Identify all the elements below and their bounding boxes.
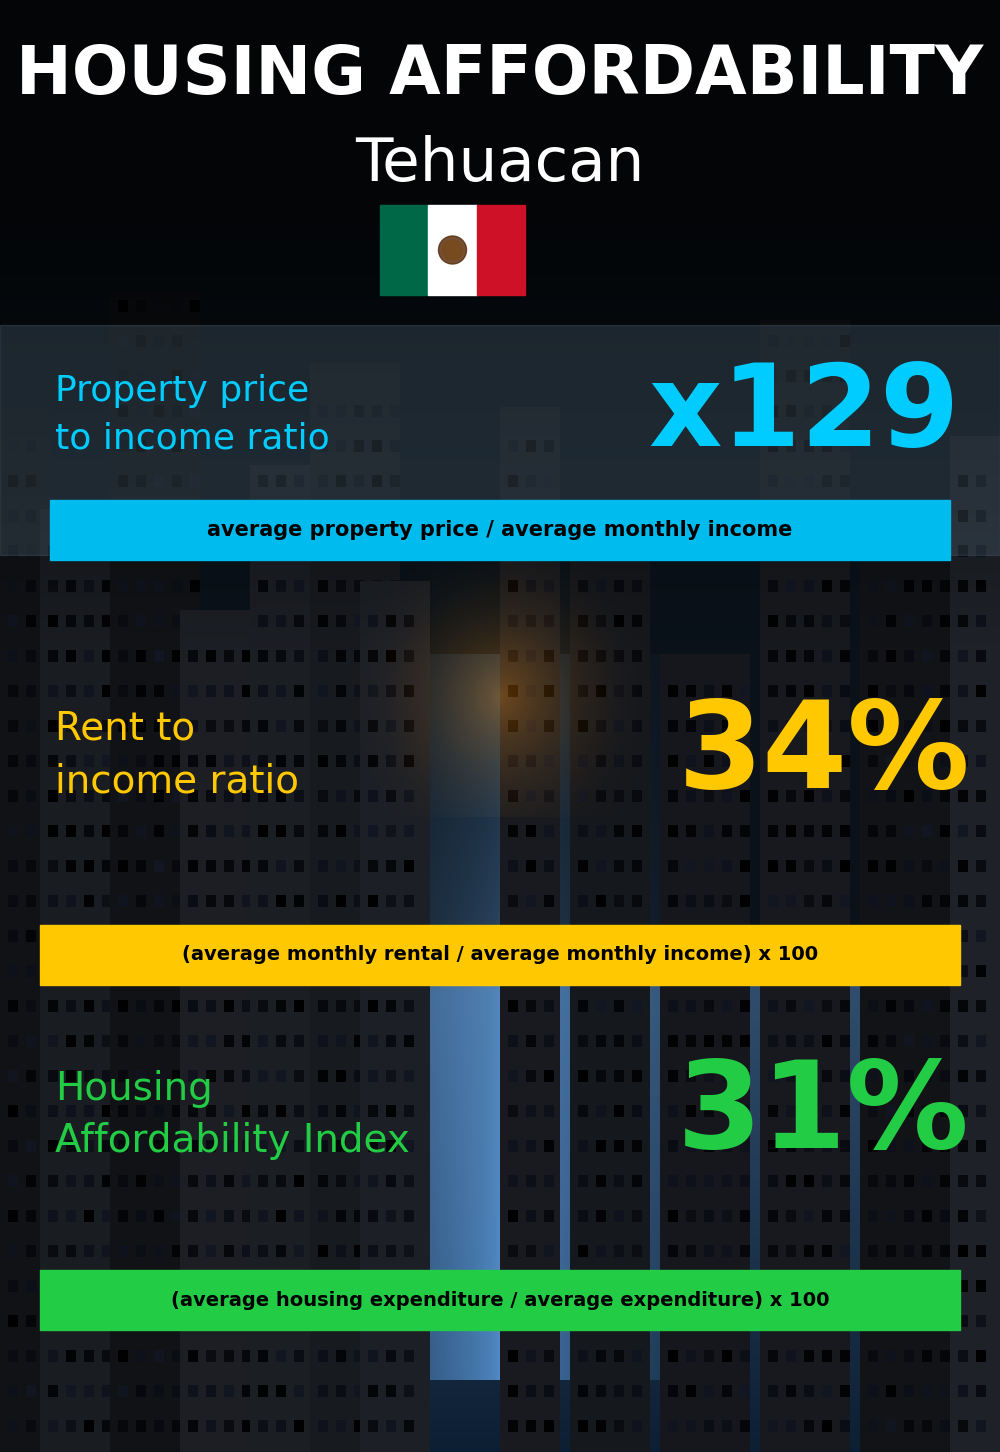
Text: average property price / average monthly income: average property price / average monthly… <box>207 520 793 540</box>
Text: Rent to
income ratio: Rent to income ratio <box>55 710 299 800</box>
Bar <box>50 499 950 560</box>
Text: Property price
to income ratio: Property price to income ratio <box>55 375 330 456</box>
Bar <box>40 925 960 984</box>
Bar <box>0 325 1000 555</box>
Text: 31%: 31% <box>677 1057 970 1173</box>
Text: Tehuacan: Tehuacan <box>355 135 645 195</box>
Circle shape <box>442 240 462 260</box>
Text: Housing
Affordability Index: Housing Affordability Index <box>55 1070 410 1160</box>
Text: HOUSING AFFORDABILITY: HOUSING AFFORDABILITY <box>16 42 984 107</box>
Text: x129: x129 <box>649 360 960 470</box>
Text: (average monthly rental / average monthly income) x 100: (average monthly rental / average monthl… <box>182 945 818 964</box>
Bar <box>40 1270 960 1330</box>
Bar <box>428 205 477 295</box>
Bar <box>477 205 525 295</box>
Text: 34%: 34% <box>677 697 970 813</box>
Bar <box>380 205 428 295</box>
Circle shape <box>438 237 466 264</box>
Text: (average housing expenditure / average expenditure) x 100: (average housing expenditure / average e… <box>171 1291 829 1310</box>
